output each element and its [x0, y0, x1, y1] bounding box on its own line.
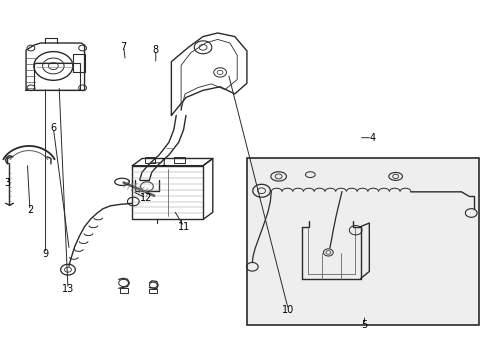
Bar	[144, 157, 155, 163]
Text: 6: 6	[50, 123, 56, 133]
Text: 9: 9	[42, 248, 48, 258]
Bar	[34, 63, 80, 90]
Bar	[120, 288, 128, 293]
Bar	[132, 166, 203, 220]
Text: 12: 12	[140, 193, 152, 203]
Text: 2: 2	[27, 206, 33, 216]
Text: 4: 4	[368, 133, 375, 143]
Bar	[149, 289, 157, 293]
Text: 3: 3	[4, 178, 11, 188]
Text: 13: 13	[62, 284, 74, 294]
Text: 10: 10	[282, 305, 294, 315]
Text: 1: 1	[161, 158, 167, 168]
Text: 11: 11	[178, 222, 190, 231]
Bar	[173, 157, 184, 163]
Text: 7: 7	[120, 42, 126, 51]
Text: 5: 5	[361, 320, 367, 330]
Text: 8: 8	[152, 45, 159, 55]
Bar	[246, 158, 478, 325]
